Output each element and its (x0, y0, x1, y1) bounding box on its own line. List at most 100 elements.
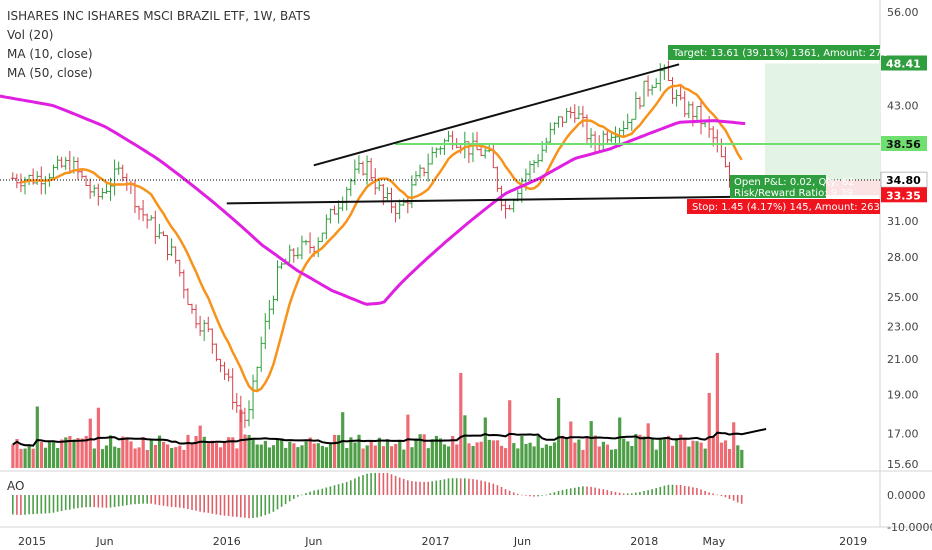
ao-bar (459, 478, 462, 495)
volume-bar (255, 444, 259, 468)
volume-bar (337, 435, 341, 468)
volume-bar (365, 445, 369, 468)
volume-bar (15, 439, 19, 468)
position-labels[interactable]: Target: 13.61 (39.11%) 1361, Amount: 276… (668, 45, 888, 214)
volume-bar (312, 443, 316, 468)
price-tick-label: 56.00 (887, 6, 919, 19)
ao-bar (655, 488, 657, 495)
ohlc-bar (194, 304, 199, 329)
volume-bar (483, 417, 487, 468)
ohlc-bar (633, 91, 638, 120)
price-axis[interactable]: 56.0048.4143.0038.5634.8234.8033.3531.00… (887, 6, 919, 471)
volume-bar (361, 448, 365, 468)
volume-bar (487, 439, 491, 468)
time-axis[interactable]: 2015 Jun 2016 Jun 2017 Jun 2018 May 2019 (18, 535, 867, 548)
target-zone (765, 63, 880, 181)
time-tick-label: 2016 (213, 535, 241, 548)
volume-bar (504, 448, 508, 468)
ohlc-bar (18, 173, 23, 193)
ao-bar (240, 495, 242, 518)
ao-bar (622, 493, 625, 495)
ohlc-bar (511, 198, 516, 213)
ohlc-bar (576, 106, 581, 120)
ao-bar (378, 473, 381, 495)
ao-axis: 0.0000 -10.0000 (887, 489, 932, 534)
volume-bar (475, 442, 479, 468)
ao-bar (480, 480, 482, 495)
ohlc-bar (275, 260, 280, 302)
ao-bar (574, 487, 576, 495)
trend-line[interactable] (313, 63, 680, 167)
volume-bar (398, 440, 402, 468)
legend-vol[interactable]: Vol (20) (7, 28, 54, 42)
ohlc-bar (393, 202, 398, 223)
volume-bar (56, 448, 60, 468)
volume-bar (353, 442, 357, 468)
ma10-line (20, 83, 743, 393)
ao-bar (431, 481, 433, 495)
stop-label[interactable]: Stop: 1.45 (4.17%) 145, Amount: 2638 (687, 199, 886, 214)
ao-bar (394, 475, 397, 495)
ohlc-bar (234, 393, 239, 414)
ao-bar (150, 495, 152, 504)
trend-lines[interactable] (226, 63, 732, 205)
ohlc-bar (336, 200, 341, 224)
ohlc-bar (295, 247, 300, 259)
volume-bars (11, 353, 744, 468)
volume-bar (381, 446, 386, 468)
volume-bar (121, 436, 125, 468)
volume-bar (259, 444, 263, 468)
ao-bar (313, 490, 315, 495)
ohlc-bar (218, 358, 223, 373)
volume-bar (157, 435, 162, 468)
volume-bar (373, 445, 377, 468)
volume-bar (406, 414, 410, 468)
ohlc-bar (369, 158, 374, 182)
volume-bar (247, 435, 251, 468)
ao-bar (293, 495, 295, 499)
volume-bar (52, 442, 56, 468)
volume-bar (39, 442, 43, 468)
ao-bar (500, 487, 503, 495)
ohlc-bar (601, 130, 606, 152)
volume-bar (723, 440, 728, 468)
ao-bar (215, 495, 218, 515)
ao-bar (537, 495, 539, 497)
ohlc-bar (263, 313, 268, 350)
ohlc-bar (173, 246, 178, 264)
ao-bar (154, 495, 157, 505)
volume-bar (683, 438, 687, 468)
volume-bar (695, 441, 699, 468)
ohlc-bar (80, 170, 85, 179)
volume-bar (308, 437, 312, 468)
ao-bar (174, 495, 177, 508)
ohlc-bar (96, 183, 101, 206)
ohlc-bar (149, 215, 154, 221)
legend-ma50[interactable]: MA (50, close) (7, 66, 93, 80)
ohlc-bar (438, 146, 443, 155)
ao-bar (101, 495, 104, 508)
legend-ma10[interactable]: MA (10, close) (7, 47, 93, 61)
ao-bar (716, 494, 719, 496)
target-label[interactable]: Target: 13.61 (39.11%) 1361, Amount: 276 (668, 45, 888, 60)
volume-bar (109, 435, 113, 468)
ohlc-bar (251, 374, 256, 420)
ao-label[interactable]: AO (7, 479, 25, 493)
legend-title[interactable]: ISHARES INC ISHARES MSCI BRAZIL ETF, 1W,… (7, 9, 311, 23)
ao-bar (178, 495, 181, 508)
volume-bar (166, 444, 170, 468)
trend-line[interactable] (226, 195, 732, 205)
ohlc-bar (682, 91, 687, 118)
ao-bar (549, 493, 552, 495)
ao-bar (130, 495, 132, 505)
price-badge: 34.80 (880, 171, 928, 188)
ohlc-bar (55, 155, 60, 170)
volume-bar (198, 425, 202, 468)
volume-bar (153, 445, 157, 468)
volume-bar (414, 438, 418, 468)
ohlc-bar (527, 160, 532, 183)
ohlc-bar (344, 186, 349, 211)
volume-bar (206, 443, 210, 468)
